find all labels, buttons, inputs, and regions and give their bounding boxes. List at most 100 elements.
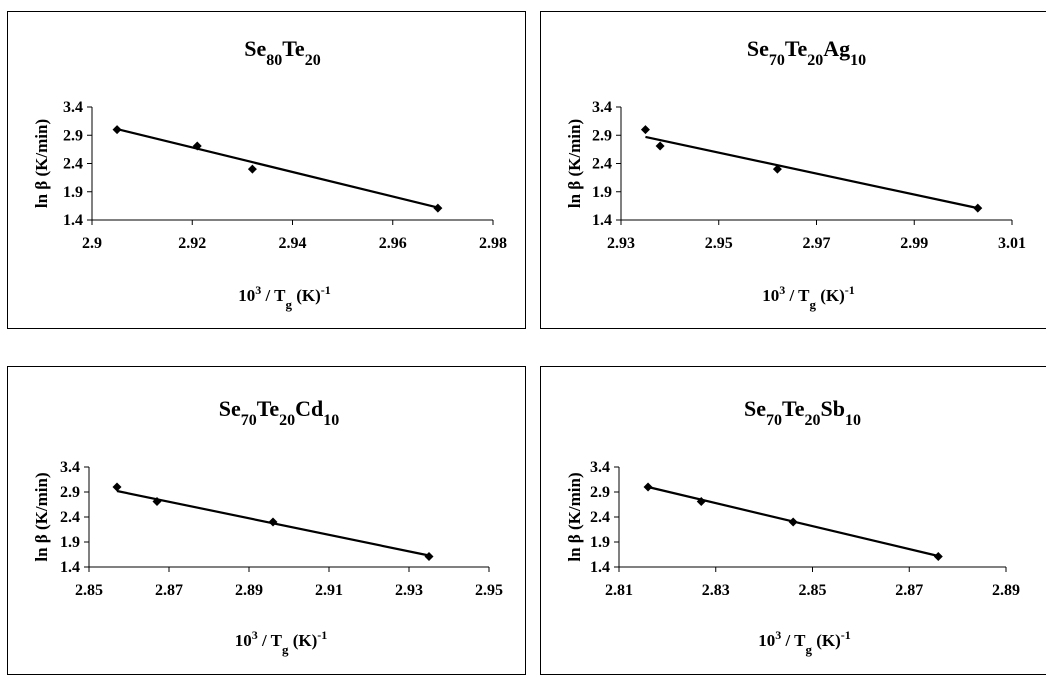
- fit-line: [116, 127, 439, 209]
- y-tick-label: 3.4: [63, 99, 83, 116]
- label-run: -1: [321, 283, 331, 297]
- label-run: Te: [785, 36, 808, 61]
- label-run: 20: [807, 52, 823, 69]
- y-tick-label: 2.4: [60, 509, 80, 526]
- label-run: / T: [785, 286, 810, 305]
- x-axis-label: 103 / Tg (K)-1: [235, 628, 328, 657]
- x-tick-label: 2.87: [155, 582, 183, 599]
- chart-frame: [7, 366, 526, 675]
- chart-title: Se70Te20Ag10: [747, 36, 866, 69]
- label-run: Sb: [820, 396, 844, 421]
- data-point: [112, 125, 122, 135]
- label-run: 3: [255, 283, 261, 297]
- label-run: 10: [323, 412, 339, 429]
- label-run: 70: [241, 412, 257, 429]
- x-tick-label: 2.91: [315, 582, 343, 599]
- data-point: [152, 497, 162, 506]
- x-tick-label: 2.94: [279, 235, 307, 252]
- label-run: / T: [258, 631, 283, 650]
- label-run: 10: [238, 286, 255, 305]
- data-point: [424, 552, 434, 561]
- label-run: 10: [762, 286, 779, 305]
- x-tick-label: 2.87: [895, 582, 923, 599]
- x-tick-label: 2.96: [379, 235, 407, 252]
- x-axis-label: 103 / Tg (K)-1: [762, 283, 855, 312]
- y-tick-label: 1.9: [63, 184, 83, 201]
- y-tick-label: 2.9: [590, 484, 610, 501]
- label-run: 80: [266, 52, 282, 69]
- label-run: g: [809, 297, 816, 312]
- y-tick-label: 3.4: [590, 459, 610, 476]
- label-run: / T: [261, 286, 286, 305]
- y-tick-label: 2.9: [63, 127, 83, 144]
- data-point: [772, 164, 782, 174]
- label-run: Se: [219, 396, 241, 421]
- x-tick-label: 2.95: [705, 235, 733, 252]
- label-run: -1: [845, 283, 855, 297]
- label-run: 20: [279, 412, 295, 429]
- y-tick-label: 1.9: [590, 534, 610, 551]
- data-point: [655, 141, 665, 151]
- label-run: Te: [782, 396, 805, 421]
- x-tick-label: 2.9: [82, 235, 102, 252]
- chart-panel-se80te20: Se80Te20 1.4 1.9 2.4 2.9 3.4 2.9 2.92 2.94 2.96 2.…: [7, 11, 526, 329]
- y-axis-label: ln β (K/min): [565, 119, 584, 208]
- y-tick-label: 2.4: [63, 156, 83, 173]
- label-run: g: [282, 642, 289, 657]
- x-axis-label: 103 / Tg (K)-1: [238, 283, 331, 312]
- chart-frame: [540, 11, 1046, 329]
- label-run: (K): [292, 286, 321, 305]
- label-run: 10: [235, 631, 252, 650]
- chart-title: Se80Te20: [244, 36, 320, 69]
- data-point: [973, 203, 983, 213]
- label-run: Te: [282, 36, 305, 61]
- label-run: (K): [288, 631, 317, 650]
- label-run: 20: [804, 412, 820, 429]
- data-point: [112, 482, 122, 492]
- x-tick-label: 2.93: [395, 582, 423, 599]
- y-tick-label: 1.4: [60, 559, 80, 576]
- label-run: 10: [758, 631, 775, 650]
- y-tick-label: 1.4: [590, 559, 610, 576]
- label-run: Ag: [823, 36, 850, 61]
- label-run: Se: [744, 396, 766, 421]
- data-point: [788, 517, 798, 527]
- label-run: 10: [850, 52, 866, 69]
- y-tick-label: 3.4: [60, 459, 80, 476]
- label-run: 70: [766, 412, 782, 429]
- x-tick-label: 2.89: [235, 582, 263, 599]
- label-run: / T: [781, 631, 806, 650]
- label-run: -1: [317, 628, 327, 642]
- data-point: [192, 141, 202, 151]
- data-point: [247, 164, 257, 174]
- x-tick-label: 2.99: [900, 235, 928, 252]
- x-tick-label: 2.98: [479, 235, 507, 252]
- chart-frame: [7, 11, 526, 329]
- data-point: [433, 203, 443, 213]
- y-axis-label: ln β (K/min): [32, 472, 51, 561]
- x-tick-label: 2.85: [799, 582, 827, 599]
- x-tick-label: 2.95: [475, 582, 503, 599]
- y-tick-label: 1.9: [60, 534, 80, 551]
- label-run: Cd: [295, 396, 323, 421]
- y-tick-label: 2.9: [592, 127, 612, 144]
- y-axis-label: ln β (K/min): [565, 472, 584, 561]
- y-tick-label: 2.4: [590, 509, 610, 526]
- label-run: 3: [779, 283, 785, 297]
- label-run: Se: [244, 36, 266, 61]
- label-run: 20: [305, 52, 321, 69]
- label-run: (K): [816, 286, 845, 305]
- data-point: [268, 517, 278, 527]
- y-tick-label: 1.4: [63, 212, 83, 229]
- label-run: 70: [769, 52, 785, 69]
- label-run: -1: [841, 628, 851, 642]
- x-tick-label: 2.97: [803, 235, 831, 252]
- label-run: (K): [812, 631, 841, 650]
- x-tick-label: 2.81: [605, 582, 633, 599]
- y-tick-label: 1.9: [592, 184, 612, 201]
- label-run: 3: [252, 628, 258, 642]
- x-axis-label: 103 / Tg (K)-1: [758, 628, 851, 657]
- y-tick-label: 2.4: [592, 156, 612, 173]
